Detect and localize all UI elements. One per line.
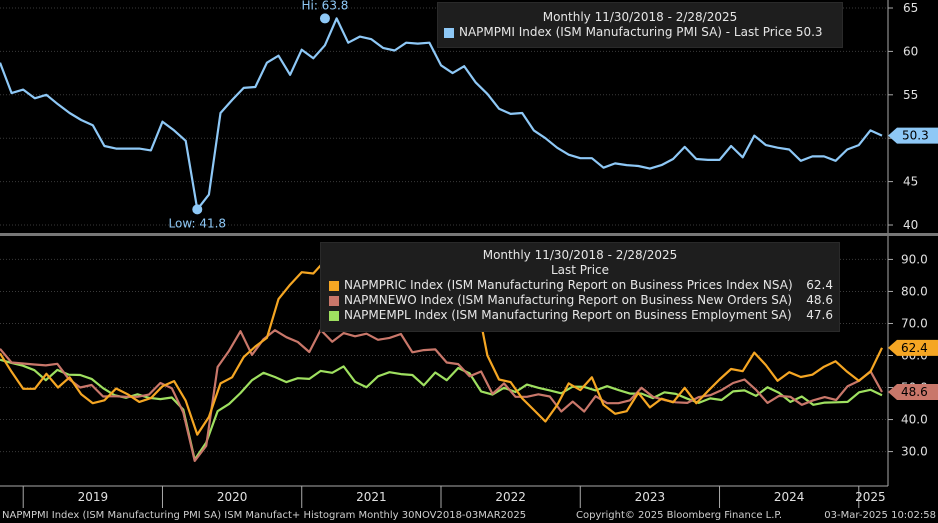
employment-line bbox=[0, 358, 883, 461]
top-y-axis: 404550556065 bbox=[887, 0, 918, 233]
legend-label-employment: NAPMEMPL Index (ISM Manufacturing Report… bbox=[344, 308, 792, 322]
legend-entry-employment: NAPMEMPL Index (ISM Manufacturing Report… bbox=[321, 308, 839, 323]
bottom-tick-label: 70.0 bbox=[901, 316, 928, 330]
pmi-swatch bbox=[444, 27, 454, 38]
bottom-panel: 30.040.050.060.070.080.090.0 62.448.6 bbox=[0, 236, 938, 486]
bottom-legend-title: Monthly 11/30/2018 - 2/28/2025 bbox=[482, 248, 678, 262]
high-point-label: Hi: 63.8 bbox=[301, 0, 348, 12]
legend-entry-new-orders: NAPMNEWO Index (ISM Manufacturing Report… bbox=[321, 293, 839, 308]
pmi-line bbox=[0, 17, 883, 211]
low-point-label: Low: 41.8 bbox=[169, 216, 227, 230]
new-orders-price-tag bbox=[888, 384, 938, 401]
pmi-annotations: Hi: 63.8 Low: 41.8 50.3 bbox=[169, 0, 938, 230]
top-tick-label: 65 bbox=[903, 1, 918, 15]
sub-index-price-tags: 62.4 48.6 bbox=[888, 339, 938, 401]
top-tick-label: 60 bbox=[903, 44, 918, 58]
legend-label-new-orders: NAPMNEWO Index (ISM Manufacturing Report… bbox=[344, 293, 792, 307]
x-tick-label: 2025 bbox=[855, 490, 886, 504]
bottom-tick-label: 80.0 bbox=[901, 284, 928, 298]
bottom-y-axis: 30.040.050.060.070.080.090.0 bbox=[887, 236, 928, 486]
footer-bar: NAPMPMI Index (ISM Manufacturing PMI SA)… bbox=[0, 508, 938, 523]
footer-copyright: Copyright© 2025 Bloomberg Finance L.P. bbox=[576, 510, 783, 521]
top-tick-label: 55 bbox=[903, 88, 918, 102]
legend-value-new-orders: 48.6 bbox=[806, 293, 833, 307]
top-tick-label: 40 bbox=[903, 218, 918, 232]
new-orders-price-tag-label: 48.6 bbox=[901, 385, 928, 399]
x-tick-label: 2020 bbox=[217, 490, 248, 504]
top-legend-title: Monthly 11/30/2018 - 2/28/2025 bbox=[542, 10, 738, 24]
low-point-marker bbox=[192, 204, 203, 215]
bottom-tick-label: 30.0 bbox=[901, 445, 928, 459]
new-orders-swatch bbox=[329, 295, 339, 306]
bottom-tick-label: 40.0 bbox=[901, 413, 928, 427]
x-tick-label: 2024 bbox=[774, 490, 805, 504]
footer-timestamp: 03-Mar-2025 10:02:58 bbox=[824, 510, 936, 521]
top-legend: Monthly 11/30/2018 - 2/28/2025 NAPMPMI I… bbox=[437, 2, 843, 48]
high-point-marker bbox=[319, 13, 330, 24]
legend-value-prices: 62.4 bbox=[806, 278, 833, 292]
top-gridlines bbox=[0, 7, 888, 226]
pmi-price-tag-label: 50.3 bbox=[902, 129, 929, 143]
legend-entry-prices: NAPMPRIC Index (ISM Manufacturing Report… bbox=[321, 278, 839, 293]
pmi-series-group bbox=[0, 17, 883, 211]
top-legend-label: NAPMPMI Index (ISM Manufacturing PMI SA)… bbox=[459, 25, 823, 39]
prices-swatch bbox=[329, 280, 339, 291]
footer-left: NAPMPMI Index (ISM Manufacturing PMI SA)… bbox=[2, 510, 527, 521]
panel-divider[interactable] bbox=[0, 233, 938, 236]
x-tick-label: 2023 bbox=[635, 490, 666, 504]
x-axis: 2019 2020 2021 2022 2023 2024 2025 bbox=[0, 485, 888, 508]
prices-price-tag-label: 62.4 bbox=[901, 341, 928, 355]
x-tick-label: 2022 bbox=[495, 490, 526, 504]
employment-swatch bbox=[329, 310, 339, 321]
x-tick-label: 2021 bbox=[356, 490, 387, 504]
legend-value-employment: 47.6 bbox=[806, 308, 833, 322]
top-legend-entry: NAPMPMI Index (ISM Manufacturing PMI SA)… bbox=[438, 25, 842, 40]
pmi-price-tag bbox=[888, 127, 938, 144]
prices-price-tag bbox=[888, 339, 938, 356]
new-orders-line bbox=[0, 328, 883, 462]
top-tick-label: 45 bbox=[903, 175, 918, 189]
x-tick-label: 2019 bbox=[78, 490, 109, 504]
legend-label-prices: NAPMPRIC Index (ISM Manufacturing Report… bbox=[344, 278, 793, 292]
bottom-legend: Monthly 11/30/2018 - 2/28/2025 Last Pric… bbox=[320, 242, 840, 332]
bottom-legend-subtitle: Last Price bbox=[550, 263, 610, 277]
bottom-tick-label: 90.0 bbox=[901, 252, 928, 266]
